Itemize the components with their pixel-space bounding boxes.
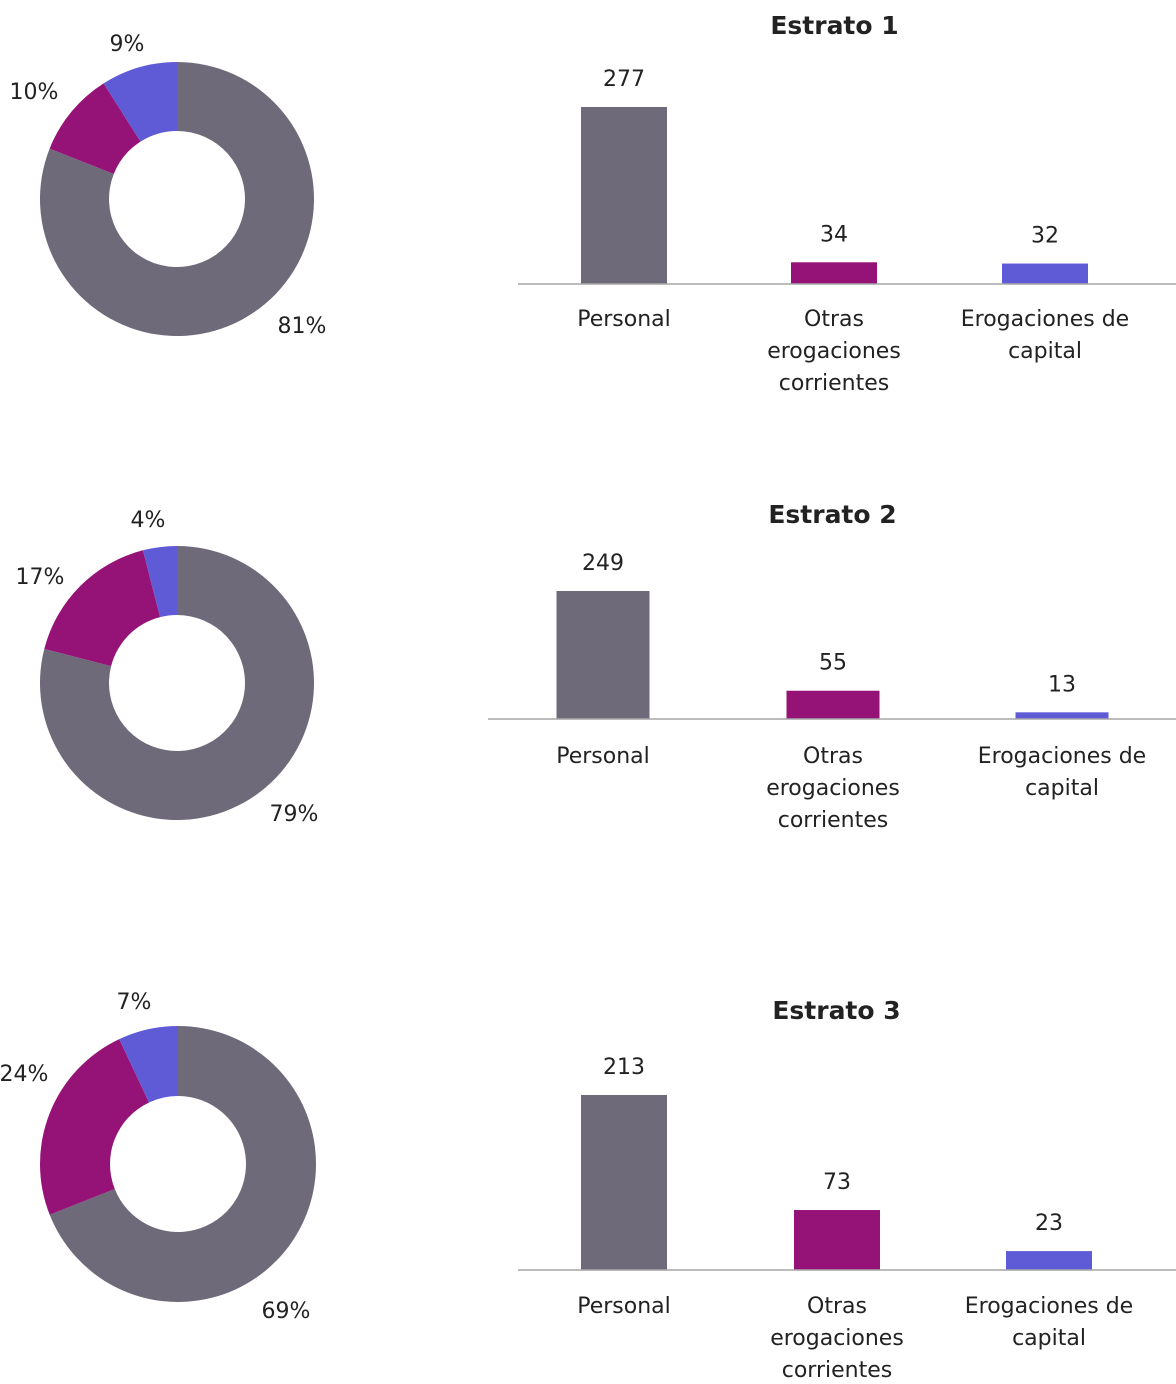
bar-chart-1: Estrato 1 277 34 32 Personal Otras erogaciones…: [518, 11, 1176, 396]
slice-label: 4%: [131, 508, 166, 533]
bar: [1015, 712, 1109, 719]
data-label: 32: [1031, 224, 1059, 249]
donut-slice: [119, 1026, 178, 1103]
donut-chart-3: 69% 24% 7%: [0, 990, 317, 1324]
chart-title: Estrato 2: [768, 500, 896, 529]
tick-label: Erogaciones de capital: [965, 1294, 1133, 1351]
tick-label: Erogaciones de capital: [961, 307, 1129, 364]
data-label: 277: [603, 67, 645, 92]
tick-label: Personal: [577, 1294, 671, 1319]
bar: [581, 107, 667, 284]
data-label: 34: [820, 222, 848, 247]
data-label: 249: [582, 551, 624, 576]
chart-title: Estrato 3: [772, 996, 900, 1025]
donut-slice: [49, 1026, 317, 1303]
slice-label: 17%: [16, 565, 65, 590]
bar: [581, 1095, 667, 1270]
tick-label: Personal: [556, 744, 650, 769]
chart-title: Estrato 1: [770, 11, 898, 40]
bar: [794, 1210, 880, 1270]
tick-label: Personal: [577, 307, 671, 332]
tick-label: Otras erogaciones corrientes: [767, 307, 901, 396]
donut-slice: [40, 1039, 150, 1215]
bar: [1002, 263, 1088, 284]
slice-label: 7%: [117, 990, 152, 1015]
bar: [1006, 1251, 1092, 1270]
donut-chart-1: 81% 10% 9%: [10, 32, 327, 339]
data-label: 55: [819, 651, 847, 676]
donut-slice: [44, 550, 161, 667]
data-label: 23: [1035, 1211, 1063, 1236]
donut-slice: [40, 62, 315, 336]
donut-slice: [103, 62, 177, 142]
tick-label: Otras erogaciones corrientes: [766, 744, 900, 833]
tick-label: Erogaciones de capital: [978, 744, 1146, 801]
slice-label: 81%: [278, 314, 327, 339]
slice-label: 24%: [0, 1062, 48, 1087]
bar: [786, 690, 880, 719]
donut-chart-2: 79% 17% 4%: [16, 508, 319, 827]
bar: [791, 262, 877, 284]
data-label: 73: [823, 1170, 851, 1195]
data-label: 13: [1048, 672, 1076, 697]
slice-label: 10%: [10, 80, 59, 105]
donut-slice: [142, 546, 177, 618]
slice-label: 79%: [270, 802, 319, 827]
donut-slice: [49, 83, 141, 174]
slice-label: 69%: [262, 1299, 311, 1324]
bar: [556, 591, 650, 719]
slice-label: 9%: [110, 32, 145, 57]
donut-slice: [40, 546, 314, 820]
bar-chart-3: Estrato 3 213 73 23 Personal Otras erogaciones…: [518, 996, 1176, 1383]
bar-chart-2: Estrato 2 249 55 13 Personal Otras erogaciones…: [488, 500, 1176, 833]
data-label: 213: [603, 1055, 645, 1080]
tick-label: Otras erogaciones corrientes: [770, 1294, 904, 1383]
